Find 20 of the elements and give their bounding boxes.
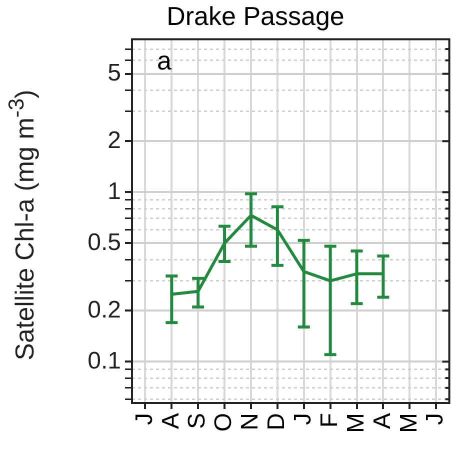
x-tick-label: F [316, 413, 343, 428]
x-tick-label: M [342, 413, 370, 433]
x-tick-label: S [184, 413, 211, 430]
y-tick-label: 5 [108, 59, 121, 86]
x-tick-label: M [395, 413, 422, 433]
y-tick-label: 1 [108, 178, 121, 205]
x-tick-label: N [236, 413, 264, 430]
x-tick-label: J [422, 413, 449, 425]
x-tick-label: A [157, 413, 184, 430]
y-tick-label: 0.2 [88, 296, 121, 324]
y-tick-label: 0.5 [88, 228, 121, 256]
x-tick-label: D [263, 413, 290, 430]
x-tick-label: J [130, 413, 158, 425]
annotation: a [157, 45, 172, 76]
x-tick-label: O [210, 413, 238, 432]
y-tick-label: 0.1 [88, 347, 121, 374]
chart-title: Drake Passage [166, 0, 344, 31]
y-tick-label: 2 [108, 126, 121, 154]
x-tick-label: A [368, 413, 396, 430]
x-tick-label: J [289, 413, 316, 425]
